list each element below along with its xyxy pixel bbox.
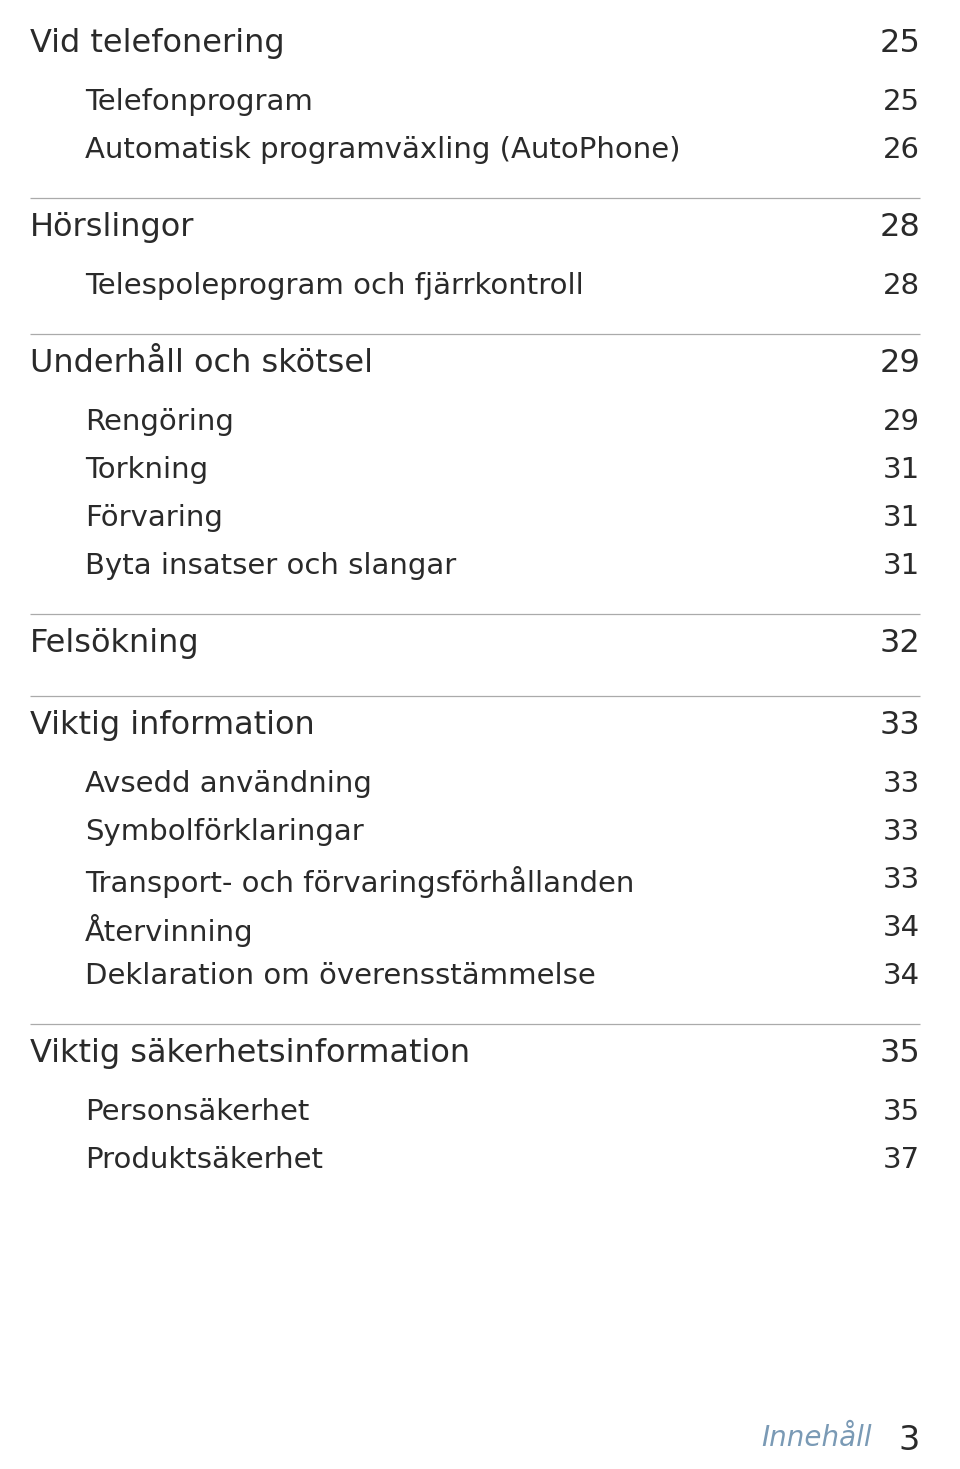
Text: 3: 3 xyxy=(899,1423,920,1457)
Text: Innehåll: Innehåll xyxy=(761,1423,872,1451)
Text: 25: 25 xyxy=(883,88,920,116)
Text: 29: 29 xyxy=(883,408,920,436)
Text: Underhåll och skötsel: Underhåll och skötsel xyxy=(30,348,373,379)
Text: Viktig säkerhetsinformation: Viktig säkerhetsinformation xyxy=(30,1039,470,1069)
Text: 33: 33 xyxy=(883,770,920,798)
Text: 25: 25 xyxy=(879,28,920,59)
Text: Felsökning: Felsökning xyxy=(30,629,200,660)
Text: 31: 31 xyxy=(883,455,920,483)
Text: 29: 29 xyxy=(879,348,920,379)
Text: Byta insatser och slangar: Byta insatser och slangar xyxy=(85,552,456,580)
Text: Återvinning: Återvinning xyxy=(85,914,253,948)
Text: Transport- och förvaringsförhållanden: Transport- och förvaringsförhållanden xyxy=(85,867,635,898)
Text: 33: 33 xyxy=(883,818,920,846)
Text: 32: 32 xyxy=(879,629,920,660)
Text: 28: 28 xyxy=(879,212,920,242)
Text: 33: 33 xyxy=(883,867,920,895)
Text: Telespoleprogram och fjärrkontroll: Telespoleprogram och fjärrkontroll xyxy=(85,272,584,300)
Text: 35: 35 xyxy=(883,1097,920,1127)
Text: 26: 26 xyxy=(883,137,920,165)
Text: Viktig information: Viktig information xyxy=(30,710,315,740)
Text: 31: 31 xyxy=(883,504,920,532)
Text: Symbolförklaringar: Symbolförklaringar xyxy=(85,818,364,846)
Text: Förvaring: Förvaring xyxy=(85,504,223,532)
Text: Rengöring: Rengöring xyxy=(85,408,234,436)
Text: 34: 34 xyxy=(883,914,920,942)
Text: Deklaration om överensstämmelse: Deklaration om överensstämmelse xyxy=(85,962,596,990)
Text: 31: 31 xyxy=(883,552,920,580)
Text: Avsedd användning: Avsedd användning xyxy=(85,770,372,798)
Text: 34: 34 xyxy=(883,962,920,990)
Text: Produktsäkerhet: Produktsäkerhet xyxy=(85,1146,323,1174)
Text: Torkning: Torkning xyxy=(85,455,208,483)
Text: Automatisk programväxling (AutoPhone): Automatisk programväxling (AutoPhone) xyxy=(85,137,681,165)
Text: 35: 35 xyxy=(879,1039,920,1069)
Text: Telefonprogram: Telefonprogram xyxy=(85,88,313,116)
Text: Vid telefonering: Vid telefonering xyxy=(30,28,284,59)
Text: Personsäkerhet: Personsäkerhet xyxy=(85,1097,309,1127)
Text: 37: 37 xyxy=(883,1146,920,1174)
Text: 33: 33 xyxy=(879,710,920,740)
Text: Hörslingor: Hörslingor xyxy=(30,212,195,242)
Text: 28: 28 xyxy=(883,272,920,300)
